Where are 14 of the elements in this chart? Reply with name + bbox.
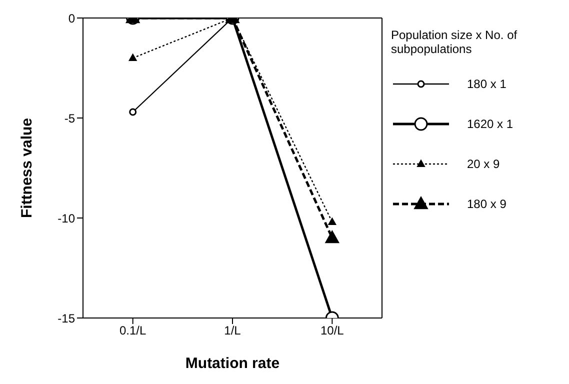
y-axis-title: Fittness value (18, 118, 36, 218)
legend-label: 180 x 9 (467, 197, 506, 211)
x-axis-title: Mutation rate (185, 355, 280, 372)
y-tick-label: -10 (58, 211, 76, 226)
y-tick-label: -5 (64, 111, 76, 126)
x-tick-label: 1/L (224, 324, 242, 338)
y-tick-label: -15 (58, 311, 76, 326)
x-tick-label: 0.1/L (119, 324, 146, 338)
x-tick-label: 10/L (320, 324, 344, 338)
legend-label: 20 x 9 (467, 157, 500, 171)
legend-label: 1620 x 1 (467, 117, 514, 131)
y-tick-label: 0 (68, 11, 76, 26)
legend-label: 180 x 1 (467, 77, 506, 91)
legend-title: Population size x No. of subpopulations (391, 28, 518, 56)
